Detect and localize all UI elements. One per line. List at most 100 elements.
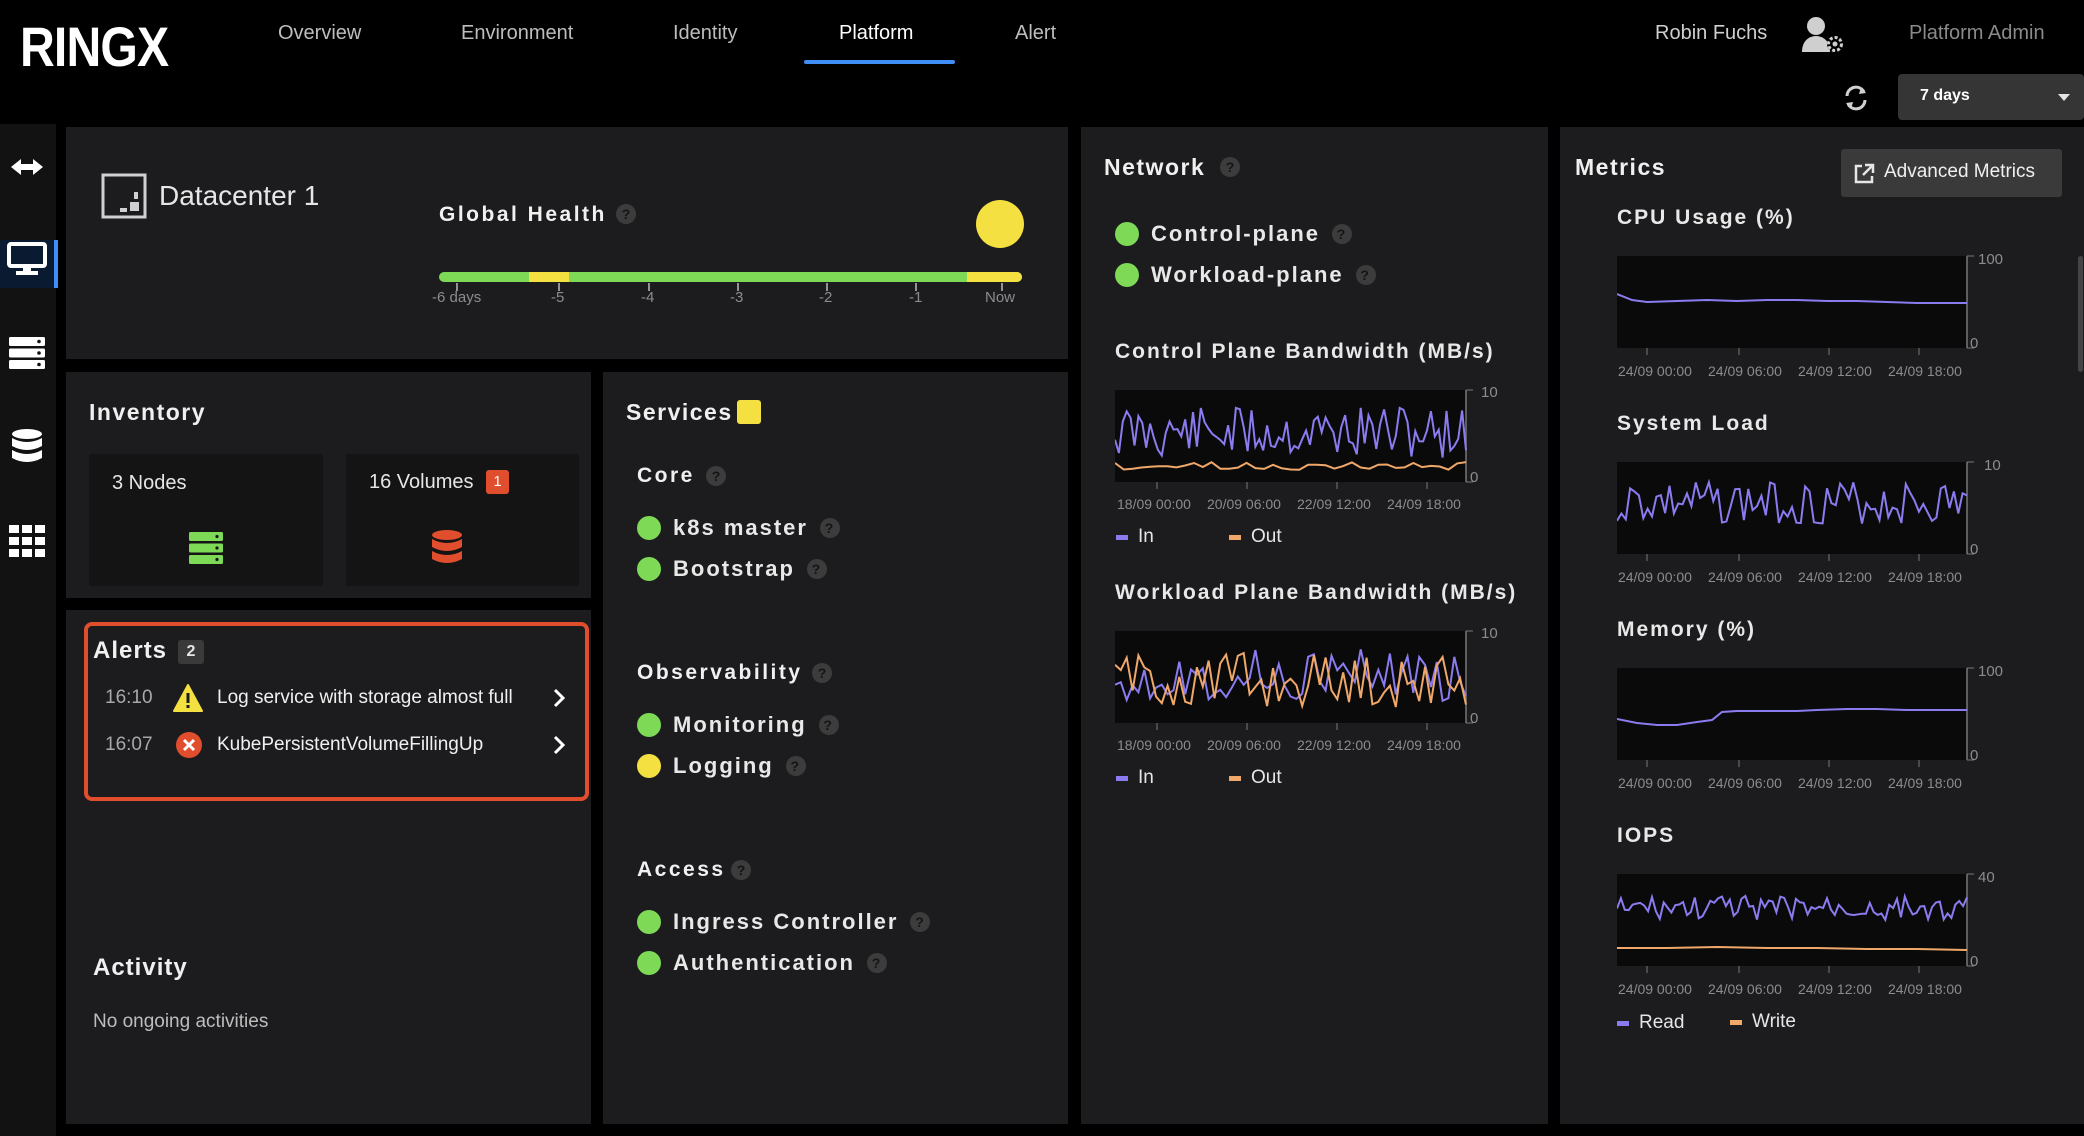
tab-alert[interactable]: Alert bbox=[1015, 22, 1057, 44]
services-panel bbox=[603, 372, 1068, 1124]
volumes-card[interactable]: 16 Volumes 1 bbox=[346, 454, 579, 586]
alert-message: Log service with storage almost full bbox=[217, 687, 513, 708]
series-in-line bbox=[1115, 649, 1467, 703]
timeline-tick-label: -3 bbox=[730, 289, 744, 306]
x-tick-label: 24/09 18:00 bbox=[1387, 737, 1461, 753]
help-icon[interactable]: ? bbox=[910, 912, 931, 932]
y-max-label: 100 bbox=[1978, 251, 2004, 268]
help-icon[interactable]: ? bbox=[785, 756, 806, 776]
advanced-metrics-button[interactable]: Advanced Metrics bbox=[1841, 149, 2062, 197]
alert-row[interactable]: 16:10 Log service with storage almost fu… bbox=[93, 680, 573, 716]
x-tick-label: 24/09 18:00 bbox=[1888, 775, 1962, 791]
system-load-title: System Load bbox=[1617, 412, 1770, 435]
series-out-line bbox=[1115, 651, 1467, 710]
x-tick-label: 24/09 06:00 bbox=[1708, 775, 1782, 791]
chevron-right-icon[interactable] bbox=[551, 688, 567, 708]
server-stack-icon[interactable] bbox=[4, 330, 50, 376]
x-tick-label: 24/09 00:00 bbox=[1618, 981, 1692, 997]
x-tick-label: 24/09 06:00 bbox=[1708, 981, 1782, 997]
help-icon[interactable]: ? bbox=[806, 559, 827, 579]
global-health-timeline bbox=[439, 270, 1022, 282]
network-panel bbox=[1081, 127, 1548, 1124]
chevron-right-icon[interactable] bbox=[551, 735, 567, 755]
help-icon[interactable]: ? bbox=[818, 715, 839, 735]
nodes-count: 3 Nodes bbox=[112, 472, 187, 494]
timeline-tick-label: -2 bbox=[819, 289, 833, 306]
database-icon[interactable] bbox=[4, 424, 50, 470]
expand-arrows-icon[interactable] bbox=[4, 144, 50, 190]
system-load-chart bbox=[1617, 461, 1974, 561]
help-icon[interactable]: ? bbox=[812, 663, 832, 683]
memory-chart bbox=[1617, 667, 1974, 767]
y-min-label: 0 bbox=[1970, 953, 1979, 970]
x-tick-label: 18/09 00:00 bbox=[1117, 737, 1191, 753]
x-tick-label: 24/09 18:00 bbox=[1387, 496, 1461, 512]
help-icon[interactable]: ? bbox=[867, 953, 887, 973]
service-name: k8s master bbox=[673, 515, 808, 540]
service-authentication: Authentication? bbox=[637, 950, 887, 976]
services-title: Services bbox=[626, 399, 733, 425]
metrics-scrollbar[interactable] bbox=[2078, 256, 2083, 372]
timeline-tick-label: -6 days bbox=[432, 289, 482, 306]
alerts-count-badge: 2 bbox=[178, 640, 204, 664]
workload-plane-bandwidth-chart bbox=[1115, 630, 1473, 730]
service-group-core: Core bbox=[637, 464, 695, 487]
refresh-icon[interactable] bbox=[1840, 82, 1872, 114]
cpu-usage-title: CPU Usage (%) bbox=[1617, 206, 1795, 229]
timeline-tick-label: Now bbox=[985, 289, 1016, 306]
sidebar bbox=[0, 124, 56, 1136]
chart-legend-read: Read bbox=[1617, 1012, 1684, 1034]
help-icon[interactable]: ? bbox=[1332, 224, 1352, 244]
tab-identity[interactable]: Identity bbox=[673, 22, 738, 44]
x-tick-label: 24/09 18:00 bbox=[1888, 363, 1962, 379]
tab-overview[interactable]: Overview bbox=[278, 22, 362, 44]
help-icon[interactable]: ? bbox=[731, 860, 751, 880]
time-range-select[interactable]: 7 days bbox=[1898, 74, 2084, 120]
help-icon[interactable]: ? bbox=[1355, 265, 1376, 285]
chart-legend-in: In bbox=[1116, 526, 1154, 548]
datacenter-icon bbox=[100, 172, 148, 220]
x-tick-label: 24/09 12:00 bbox=[1798, 569, 1872, 585]
help-icon[interactable]: ? bbox=[706, 466, 726, 486]
activity-empty-text: No ongoing activities bbox=[93, 1011, 269, 1032]
memory-series-line bbox=[1617, 708, 1967, 726]
error-circle-icon bbox=[175, 731, 203, 759]
tab-environment[interactable]: Environment bbox=[461, 22, 574, 44]
x-tick-label: 18/09 00:00 bbox=[1117, 496, 1191, 512]
user-name[interactable]: Robin Fuchs bbox=[1655, 22, 1768, 44]
tab-platform[interactable]: Platform bbox=[839, 22, 914, 44]
y-max-label: 100 bbox=[1978, 663, 2004, 680]
service-name: Authentication bbox=[673, 950, 855, 975]
global-health-title: Global Health bbox=[439, 203, 607, 226]
service-name: Bootstrap bbox=[673, 556, 795, 581]
volumes-count: 16 Volumes bbox=[369, 471, 474, 493]
datacenter-name: Datacenter 1 bbox=[159, 180, 320, 211]
y-max-label: 10 bbox=[1481, 384, 1498, 401]
monitor-icon[interactable] bbox=[4, 236, 50, 282]
app-logo[interactable]: RINGX bbox=[20, 15, 169, 78]
alert-row[interactable]: 16:07 KubePersistentVolumeFillingUp bbox=[93, 727, 573, 763]
time-range-value: 7 days bbox=[1920, 87, 1970, 104]
y-min-label: 0 bbox=[1970, 335, 1979, 352]
top-bar bbox=[0, 0, 2084, 124]
series-out-line bbox=[1115, 461, 1467, 471]
service-monitoring: Monitoring? bbox=[637, 712, 839, 738]
x-tick-label: 20/09 06:00 bbox=[1207, 737, 1281, 753]
alerts-activity-panel bbox=[66, 610, 591, 1124]
control-plane-bandwidth-title: Control Plane Bandwidth (MB/s) bbox=[1115, 340, 1495, 363]
read-series-line bbox=[1617, 892, 1968, 923]
help-icon[interactable]: ? bbox=[616, 204, 636, 224]
status-dot-green bbox=[1115, 263, 1139, 287]
nodes-card[interactable]: 3 Nodes bbox=[89, 454, 323, 586]
chart-legend-out: Out bbox=[1229, 767, 1282, 789]
help-icon[interactable]: ? bbox=[1220, 157, 1240, 177]
help-icon[interactable]: ? bbox=[819, 518, 840, 538]
status-dot-green bbox=[637, 557, 661, 581]
x-tick-label: 22/09 12:00 bbox=[1297, 496, 1371, 512]
series-in-line bbox=[1115, 406, 1467, 459]
chart-legend-write: Write bbox=[1730, 1011, 1796, 1033]
alert-time: 16:07 bbox=[105, 734, 153, 755]
grid-apps-icon[interactable] bbox=[4, 518, 50, 564]
user-settings-icon[interactable] bbox=[1800, 14, 1848, 56]
status-dot-green bbox=[637, 910, 661, 934]
